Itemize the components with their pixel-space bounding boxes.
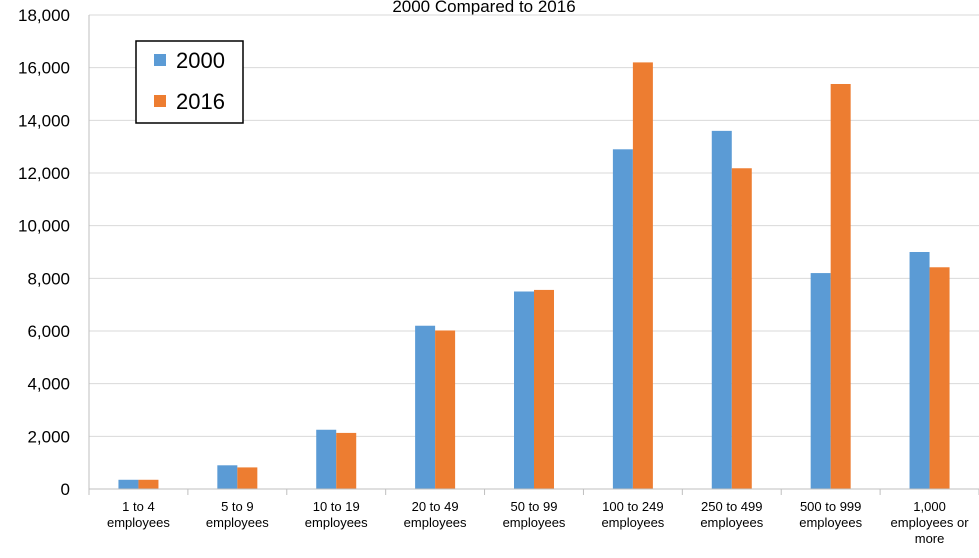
bar-2000-8: [909, 252, 930, 489]
x-tick-label: 50 to 99 employees: [503, 499, 566, 530]
bar-2000-4: [514, 291, 534, 489]
y-tick-label: 14,000: [18, 111, 70, 130]
bar-2000-0: [118, 479, 139, 489]
bar-2016-1: [237, 467, 258, 489]
x-tick-label-line: employees: [601, 515, 664, 530]
y-tick-label: 2,000: [27, 427, 70, 446]
x-tick-label-line: 10 to 19: [313, 499, 360, 514]
x-tick-label: 5 to 9 employees: [206, 499, 269, 530]
y-tick-label: 0: [61, 480, 70, 499]
y-tick-label: 6,000: [27, 322, 70, 341]
bar-2016-4: [534, 289, 554, 489]
bar-2016-2: [336, 432, 357, 489]
x-tick-label: 20 to 49 employees: [404, 499, 467, 530]
bar-2000-1: [217, 465, 238, 489]
x-tick-label-line: employees: [503, 515, 566, 530]
x-tick-label-line: 20 to 49: [412, 499, 459, 514]
legend-box: [135, 40, 244, 124]
x-tick-label: 1,000 employees or more: [891, 499, 970, 546]
y-tick-label: 16,000: [18, 59, 70, 78]
y-axis: 0 2,000 4,000 6,000 8,000 10,000 12,000 14,000 1…: [18, 6, 90, 499]
x-tick-label-line: employees: [206, 515, 269, 530]
x-tick-label-line: 5 to 9: [221, 499, 254, 514]
x-tick-label-line: employees: [107, 515, 170, 530]
legend: 2000 2016: [135, 40, 244, 124]
bar-2000-5: [612, 149, 633, 490]
x-tick-label: 500 to 999 employees: [799, 499, 862, 530]
x-tick-label: 1 to 4 employees: [107, 499, 170, 530]
x-tick-label: 10 to 19 employees: [305, 499, 368, 530]
x-tick-label-line: 500 to 999: [800, 499, 861, 514]
y-tick-label: 8,000: [27, 269, 70, 288]
bar-2000-3: [415, 325, 436, 489]
bar-2016-5: [632, 62, 653, 490]
legend-label-2000: 2000: [176, 48, 225, 73]
bar-2016-6: [731, 168, 752, 489]
bar-2000-6: [711, 130, 732, 489]
x-tick-label-line: employees: [404, 515, 467, 530]
x-tick-label-line: 1,000: [913, 499, 946, 514]
bar-2016-3: [435, 330, 456, 489]
legend-swatch-2000: [154, 54, 166, 66]
legend-label-2016: 2016: [176, 89, 225, 114]
x-tick-label-line: employees or: [891, 515, 970, 530]
x-tick-label-line: employees: [700, 515, 763, 530]
bar-2016-7: [830, 83, 851, 489]
y-tick-label: 12,000: [18, 164, 70, 183]
x-tick-label-line: employees: [305, 515, 368, 530]
legend-swatch-2016: [154, 95, 166, 107]
y-tick-label: 10,000: [18, 217, 70, 236]
chart-title: 2000 Compared to 2016: [392, 0, 575, 16]
x-tick-label-line: employees: [799, 515, 862, 530]
x-tick-label-line: 100 to 249: [602, 499, 663, 514]
bar-2016-0: [138, 479, 159, 489]
x-tick-label-line: 1 to 4: [122, 499, 155, 514]
x-tick-label: 250 to 499 employees: [700, 499, 763, 530]
x-tick-label-line: 250 to 499: [701, 499, 762, 514]
y-tick-label: 18,000: [18, 6, 70, 25]
bars: [118, 62, 950, 490]
x-tick-label-line: more: [915, 531, 945, 546]
x-tick-label: 100 to 249 employees: [601, 499, 664, 530]
bar-2000-2: [316, 429, 337, 489]
x-tick-label-line: 50 to 99: [511, 499, 558, 514]
bar-2000-7: [810, 273, 831, 489]
y-tick-label: 4,000: [27, 375, 70, 394]
bar-2016-8: [929, 267, 950, 489]
